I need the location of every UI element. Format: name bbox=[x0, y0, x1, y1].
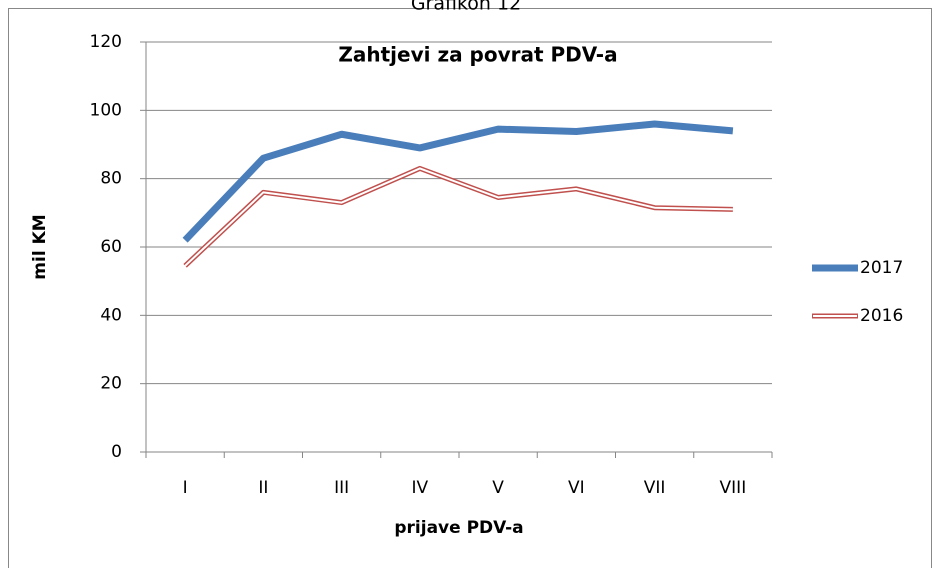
y-tick-label: 0 bbox=[111, 442, 122, 462]
x-tick-label: VIII bbox=[720, 478, 747, 498]
x-tick-label: III bbox=[334, 478, 349, 498]
legend-label: 2017 bbox=[860, 258, 903, 278]
y-tick-label: 40 bbox=[100, 305, 122, 325]
series-line-inner bbox=[184, 167, 733, 267]
caption: Grafikon 12 bbox=[411, 0, 521, 15]
y-tick-label: 120 bbox=[90, 32, 122, 52]
legend-label: 2016 bbox=[860, 306, 903, 326]
y-tick-label: 20 bbox=[100, 374, 122, 394]
x-tick-label: V bbox=[492, 478, 504, 498]
series-line bbox=[182, 120, 734, 243]
y-tick-label: 100 bbox=[90, 100, 122, 120]
chart-border bbox=[8, 8, 932, 568]
y-tick-label: 80 bbox=[100, 169, 122, 189]
y-tick-label: 60 bbox=[100, 237, 122, 257]
chart-title: Zahtjevi za povrat PDV-a bbox=[338, 43, 617, 67]
x-tick-label: VII bbox=[644, 478, 666, 498]
x-axis-label: prijave PDV-a bbox=[394, 518, 523, 538]
x-tick-label: II bbox=[258, 478, 268, 498]
x-tick-label: IV bbox=[412, 478, 429, 498]
y-axis-label: mil KM bbox=[30, 214, 50, 279]
x-tick-label: I bbox=[183, 478, 188, 498]
x-tick-label: VI bbox=[568, 478, 585, 498]
